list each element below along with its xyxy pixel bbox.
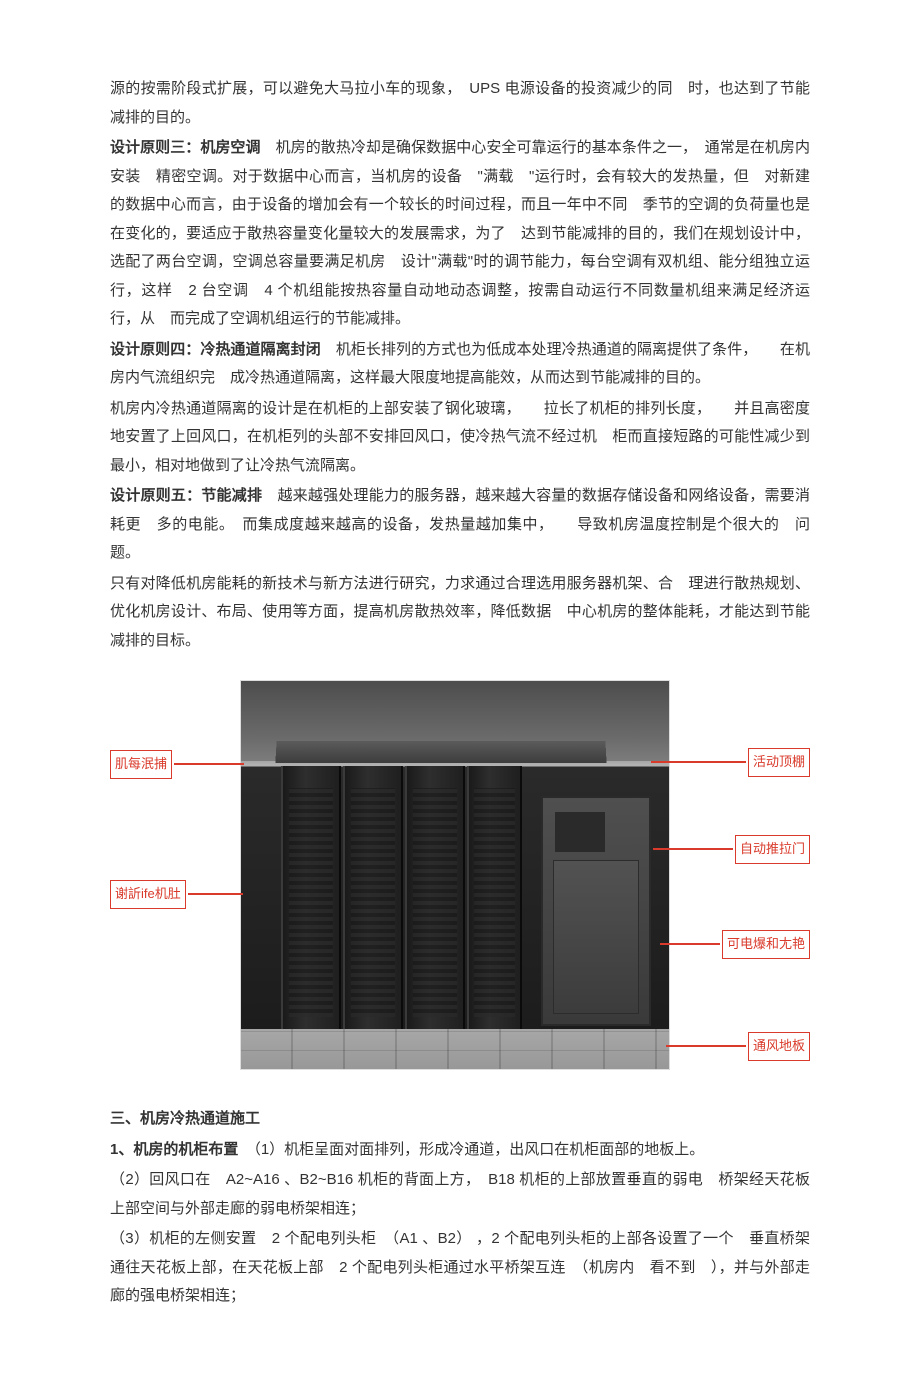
principle-4: 设计原则四：冷热通道隔离封闭 机柜长排列的方式也为低成本处理冷热通道的隔离提供了… [110,336,810,393]
section-3-item-1: 1、机房的机柜布置 （1）机柜呈面对面排列，形成冷通道，出风口在机柜面部的地板上… [110,1136,810,1165]
section-3-item-3: （3）机柜的左侧安置 2 个配电列头柜 （A1 、B2） ，2 个配电列头柜的上… [110,1225,810,1311]
server-room-figure: 肌每泯捕 谢訢ife机肚 活动顶棚 自动推拉门 可电爆和尢艳 通风地板 [110,680,810,1080]
callout-left-top: 肌每泯捕 [110,750,244,779]
callout-right-3: 可电爆和尢艳 [660,930,810,959]
section-3-item-2: （2）回风口在 A2~A16 、B2~B16 机柜的背面上方， B18 机柜的上… [110,1166,810,1223]
section-3-heading: 三、机房冷热通道施工 [110,1105,810,1134]
section-3-item-1-body: （1）机柜呈面对面排列，形成冷通道，出风口在机柜面部的地板上。 [238,1141,704,1158]
principle-3: 设计原则三：机房空调 机房的散热冷却是确保数据中心安全可靠运行的基本条件之一， … [110,134,810,334]
principle-4-detail: 机房内冷热通道隔离的设计是在机柜的上部安装了钢化玻璃， 拉长了机柜的排列长度， … [110,395,810,481]
callout-right-3-label: 可电爆和尢艳 [722,930,810,959]
callout-right-2: 自动推拉门 [653,835,810,864]
principle-5-title: 设计原则五：节能减排 [110,487,262,504]
principle-5-detail: 只有对降低机房能耗的新技术与新方法进行研究，力求通过合理选用服务器机架、合 理进… [110,570,810,656]
paragraph-intro: 源的按需阶段式扩展，可以避免大马拉小车的现象， UPS 电源设备的投资减少的同 … [110,75,810,132]
callout-right-1: 活动顶棚 [651,748,810,777]
callout-right-4: 通风地板 [666,1032,810,1061]
principle-4-title: 设计原则四：冷热通道隔离封闭 [110,341,321,358]
callout-left-top-label: 肌每泯捕 [110,750,172,779]
callout-left-mid: 谢訢ife机肚 [110,880,243,909]
callout-left-mid-label: 谢訢ife机肚 [110,880,186,909]
section-3-item-1-title: 1、机房的机柜布置 [110,1141,238,1158]
callout-right-1-label: 活动顶棚 [748,748,810,777]
principle-3-body: 机房的散热冷却是确保数据中心安全可靠运行的基本条件之一， 通常是在机房内安装 精… [110,139,810,327]
callout-right-4-label: 通风地板 [748,1032,810,1061]
server-room-photo [240,680,670,1070]
principle-3-title: 设计原则三：机房空调 [110,139,261,156]
callout-right-2-label: 自动推拉门 [735,835,810,864]
principle-5: 设计原则五：节能减排 越来越强处理能力的服务器，越来越大容量的数据存储设备和网络… [110,482,810,568]
